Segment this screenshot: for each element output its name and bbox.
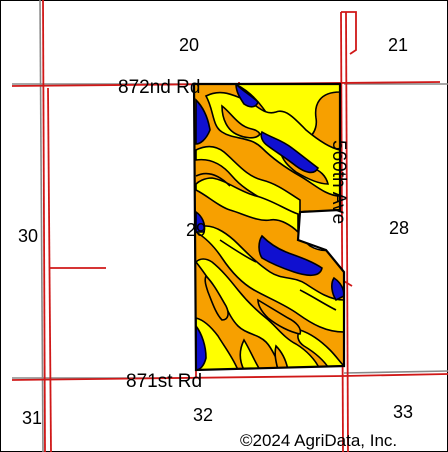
road-label-south: 871st Rd (126, 371, 202, 392)
section-lines (11, 0, 448, 452)
copyright-text: ©2024 AgriData, Inc. (240, 431, 397, 450)
section-number-ne: 21 (388, 35, 408, 55)
section-number-w: 30 (18, 226, 38, 246)
soil-polygons (194, 84, 344, 370)
section-number-e: 28 (389, 218, 409, 238)
section-number-nw: 20 (179, 35, 199, 55)
road-label-north: 872nd Rd (118, 77, 200, 98)
section-number-se: 33 (393, 402, 413, 422)
parcel-boundary (192, 82, 346, 372)
section-number-s: 32 (193, 405, 213, 425)
section-number-sw: 31 (22, 408, 42, 428)
section-number-center: 29 (186, 220, 206, 240)
road-label-east: 560th Ave (328, 140, 349, 224)
